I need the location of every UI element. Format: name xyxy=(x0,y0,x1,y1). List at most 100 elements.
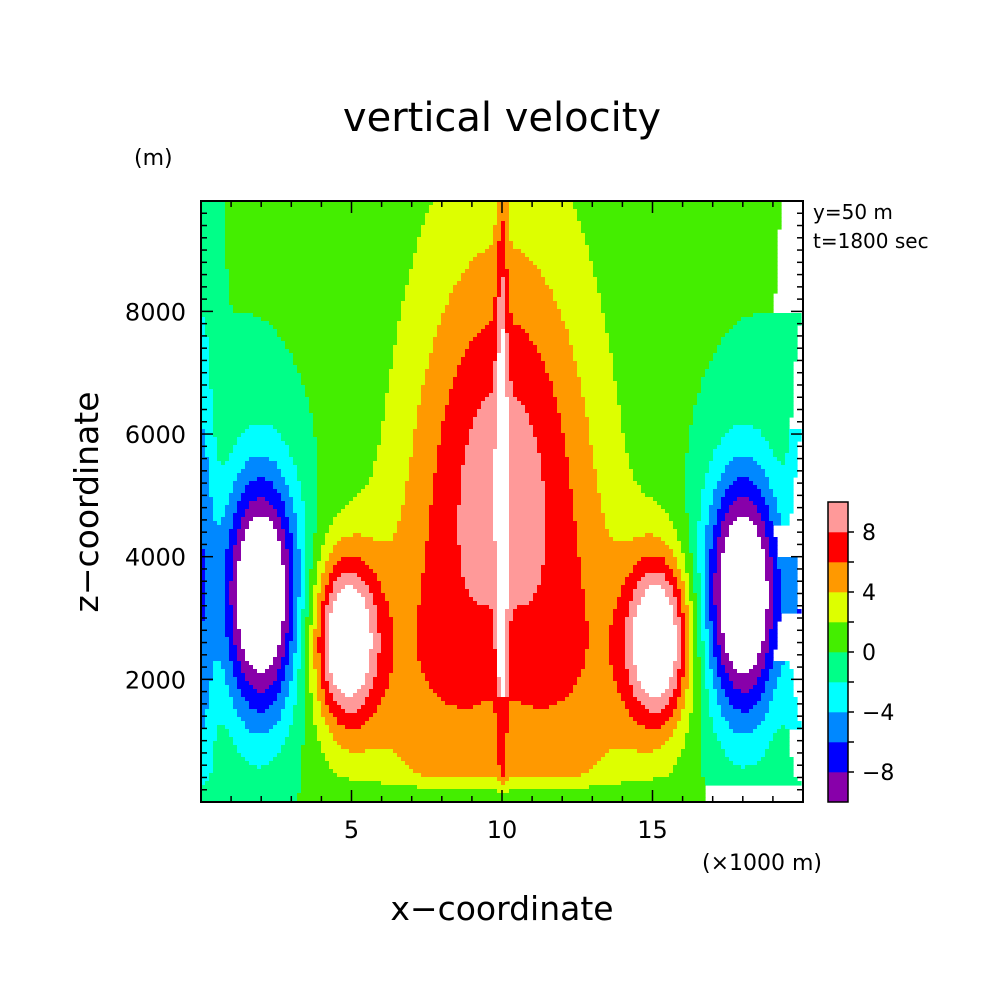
contour-cell xyxy=(769,553,778,558)
contour-cell xyxy=(509,597,534,602)
contour-cell xyxy=(301,381,390,386)
contour-cell xyxy=(393,357,430,362)
contour-cell xyxy=(285,581,290,586)
colorbar-swatch xyxy=(828,502,848,533)
contour-cell xyxy=(637,665,674,670)
contour-cell xyxy=(425,213,498,218)
contour-cell xyxy=(229,293,406,298)
contour-cell xyxy=(573,497,602,502)
contour-cell xyxy=(633,477,686,482)
contour-cell xyxy=(569,485,598,490)
contour-cell xyxy=(685,509,702,514)
contour-cell xyxy=(209,685,230,690)
contour-cell xyxy=(537,265,594,270)
contour-cell xyxy=(497,673,506,678)
contour-cell xyxy=(701,701,710,706)
contour-cell xyxy=(689,517,702,522)
contour-cell xyxy=(425,217,498,222)
contour-cell xyxy=(505,669,510,674)
contour-cell xyxy=(705,621,714,626)
contour-cell xyxy=(693,641,698,646)
contour-cell xyxy=(653,497,686,502)
contour-cell xyxy=(669,601,678,606)
contour-cell xyxy=(717,665,726,670)
contour-cell xyxy=(769,741,790,746)
contour-cell xyxy=(509,629,590,634)
contour-cell xyxy=(681,597,686,602)
contour-cell xyxy=(497,289,502,294)
contour-cell xyxy=(777,497,794,502)
contour-cell xyxy=(305,601,310,606)
contour-cell xyxy=(209,689,230,694)
contour-cell xyxy=(237,713,282,718)
contour-cell xyxy=(493,237,502,242)
contour-cell xyxy=(509,209,578,214)
contour-cell xyxy=(693,709,702,714)
contour-cell xyxy=(313,605,318,610)
contour-cell xyxy=(685,461,710,466)
contour-cell xyxy=(281,681,290,686)
contour-cell xyxy=(717,625,722,630)
contour-cell xyxy=(761,641,770,646)
contour-cell xyxy=(769,441,790,446)
contour-cell xyxy=(225,617,234,622)
contour-cell xyxy=(773,585,782,590)
contour-cell xyxy=(317,561,326,566)
contour-cell xyxy=(457,541,498,546)
contour-cell xyxy=(305,553,314,558)
contour-cell xyxy=(669,677,678,682)
contour-cell xyxy=(785,457,798,462)
contour-cell xyxy=(381,429,414,434)
contour-cell xyxy=(497,285,502,290)
contour-cell xyxy=(201,669,214,674)
contour-cell xyxy=(381,637,394,642)
contour-cell xyxy=(625,621,634,626)
contour-cell xyxy=(509,729,674,734)
contour-cell xyxy=(321,545,334,550)
contour-cell xyxy=(281,553,290,558)
contour-cell xyxy=(285,665,294,670)
contour-cell xyxy=(773,661,786,666)
contour-cell xyxy=(293,605,298,610)
contour-cell xyxy=(505,309,510,314)
contour-cell xyxy=(325,633,330,638)
contour-cell xyxy=(773,573,782,578)
contour-cell xyxy=(317,489,362,494)
contour-cell xyxy=(713,629,718,634)
contour-cell xyxy=(221,461,226,466)
contour-cell xyxy=(613,373,706,378)
contour-cell xyxy=(713,669,718,674)
contour-cell xyxy=(233,485,246,490)
contour-cell xyxy=(681,645,686,650)
contour-cell xyxy=(721,437,766,442)
contour-cell xyxy=(633,693,650,698)
contour-cell xyxy=(613,365,710,370)
contour-cell xyxy=(705,605,710,610)
contour-cell xyxy=(689,713,702,718)
contour-cell xyxy=(665,577,678,582)
contour-cell xyxy=(313,533,326,538)
contour-cell xyxy=(233,309,402,314)
contour-cell xyxy=(537,445,566,450)
contour-cell xyxy=(689,597,698,602)
contour-cell xyxy=(305,525,318,530)
contour-cell xyxy=(305,725,318,730)
contour-cell xyxy=(625,437,690,442)
contour-cell xyxy=(625,657,634,662)
contour-cell xyxy=(237,501,250,506)
contour-cell xyxy=(681,541,690,546)
contour-cell xyxy=(677,681,682,686)
contour-cell xyxy=(253,665,270,670)
contour-cell xyxy=(497,317,506,322)
contour-cell xyxy=(229,537,238,542)
contour-cell xyxy=(241,637,282,642)
contour-cell xyxy=(405,761,498,766)
contour-cell xyxy=(709,641,714,646)
contour-cell xyxy=(429,505,458,510)
contour-cell xyxy=(377,669,394,674)
contour-cell xyxy=(773,493,794,498)
contour-cell xyxy=(509,605,518,610)
contour-cell xyxy=(289,629,294,634)
contour-cell xyxy=(461,485,494,490)
contour-cell xyxy=(289,453,318,458)
